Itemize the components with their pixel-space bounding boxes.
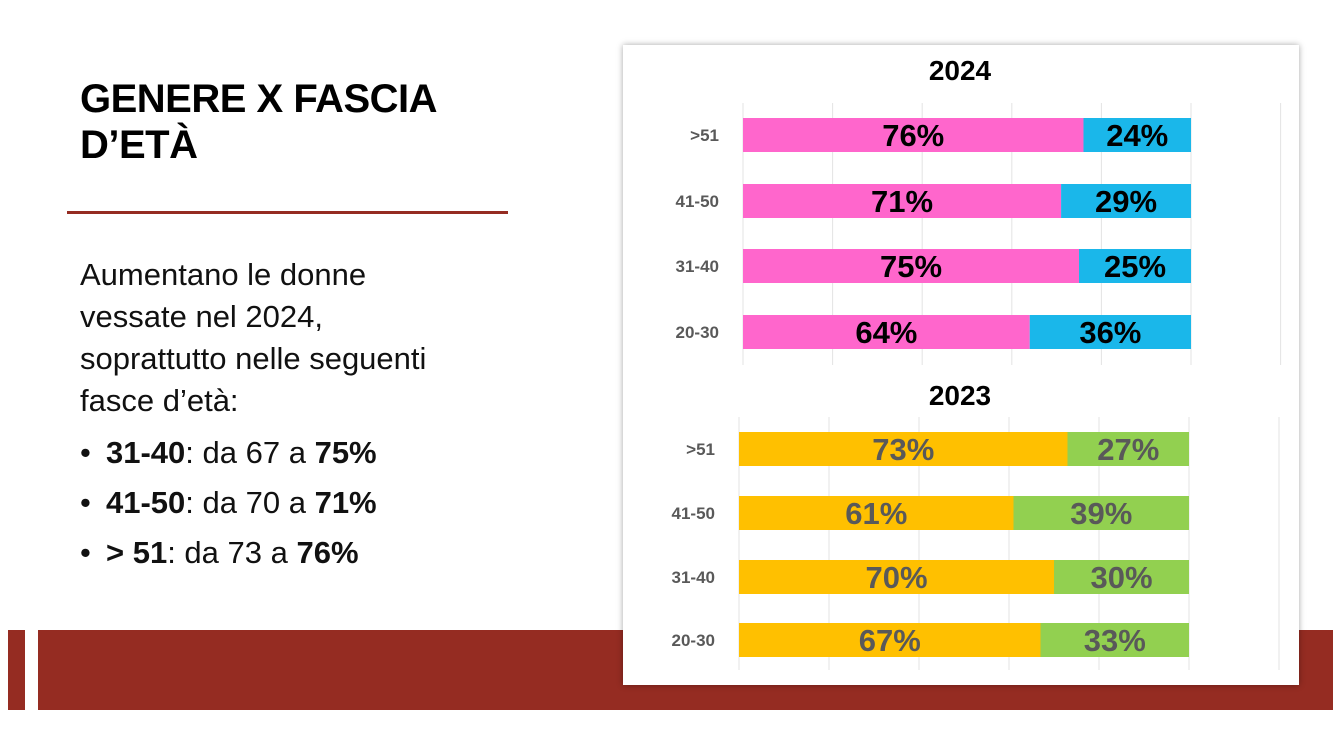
bullet-item: • > 51: da 73 a 76% [80, 528, 550, 578]
bar-segment [743, 118, 1084, 152]
bullet-dot: • [80, 485, 91, 520]
bullet-list: • 31-40: da 67 a 75% • 41-50: da 70 a 71% … [80, 428, 550, 578]
category-label: 31-40 [676, 257, 719, 276]
body-line: vessate nel 2024, [80, 299, 324, 334]
data-label: 64% [855, 315, 917, 350]
bullet-value: 76% [296, 535, 359, 570]
slide-title: GENERE X FASCIA D’ETÀ [80, 76, 540, 168]
bar-segment [739, 496, 1014, 530]
bullet-range: > 51 [106, 535, 168, 570]
data-label: 76% [882, 118, 944, 153]
bar-segment [1083, 118, 1191, 152]
data-label: 33% [1084, 623, 1146, 658]
bar-segment [739, 432, 1068, 466]
slide-title-line1: GENERE X FASCIA [80, 77, 438, 121]
body-text: Aumentano le donne vessate nel 2024, sop… [80, 254, 530, 422]
bullet-range: 31-40 [106, 435, 186, 470]
bar-segment [743, 249, 1079, 283]
data-label: 29% [1095, 184, 1157, 219]
category-label: 20-30 [676, 323, 719, 342]
category-label: >51 [690, 126, 719, 145]
data-label: 36% [1079, 315, 1141, 350]
bar-segment [739, 623, 1041, 657]
bar-segment [1029, 315, 1191, 349]
bar-segment [1061, 184, 1191, 218]
bullet-item: • 41-50: da 70 a 71% [80, 478, 550, 528]
charts-svg: 2024 >51 76% 24% 41-50 71% 29% 31-40 75% 25% 20-30… [672, 55, 1282, 670]
category-label: 20-30 [672, 631, 715, 650]
chart-card: 2024 >51 76% 24% 41-50 71% 29% 31-40 75% 25% 20-30… [623, 45, 1299, 685]
bar-segment [743, 184, 1062, 218]
bullet-text: : da 73 a [167, 535, 297, 570]
data-label: 73% [872, 432, 934, 467]
category-label: 31-40 [672, 568, 715, 587]
data-label: 61% [845, 496, 907, 531]
body-line: fasce d’età: [80, 383, 239, 418]
bar-segment [1067, 432, 1189, 466]
chart-title: 2024 [929, 55, 992, 86]
chart-title: 2023 [929, 380, 991, 411]
bullet-value: 71% [314, 485, 377, 520]
bullet-dot: • [80, 535, 91, 570]
data-label: 30% [1090, 560, 1152, 595]
body-line: Aumentano le donne [80, 257, 367, 292]
data-label: 27% [1097, 432, 1159, 467]
data-label: 70% [865, 560, 927, 595]
bullet-text: : da 67 a [185, 435, 315, 470]
data-label: 67% [859, 623, 921, 658]
category-label: >51 [686, 440, 715, 459]
category-label: 41-50 [672, 504, 715, 523]
bullet-range: 41-50 [106, 485, 186, 520]
footer-band-left [8, 630, 25, 710]
bullet-value: 75% [314, 435, 377, 470]
body-line: soprattutto nelle seguenti [80, 341, 427, 376]
bar-segment [739, 560, 1054, 594]
slide-title-line2: D’ETÀ [80, 123, 198, 167]
data-label: 71% [871, 184, 933, 219]
data-label: 39% [1070, 496, 1132, 531]
bar-segment [1079, 249, 1191, 283]
bar-segment [743, 315, 1030, 349]
data-label: 75% [880, 249, 942, 284]
title-divider [67, 211, 508, 214]
bar-segment [1040, 623, 1189, 657]
category-label: 41-50 [676, 192, 719, 211]
bullet-dot: • [80, 435, 91, 470]
bar-segment [1013, 496, 1189, 530]
bullet-text: : da 70 a [185, 485, 315, 520]
bullet-item: • 31-40: da 67 a 75% [80, 428, 550, 478]
data-label: 24% [1106, 118, 1168, 153]
bar-segment [1054, 560, 1189, 594]
data-label: 25% [1104, 249, 1166, 284]
